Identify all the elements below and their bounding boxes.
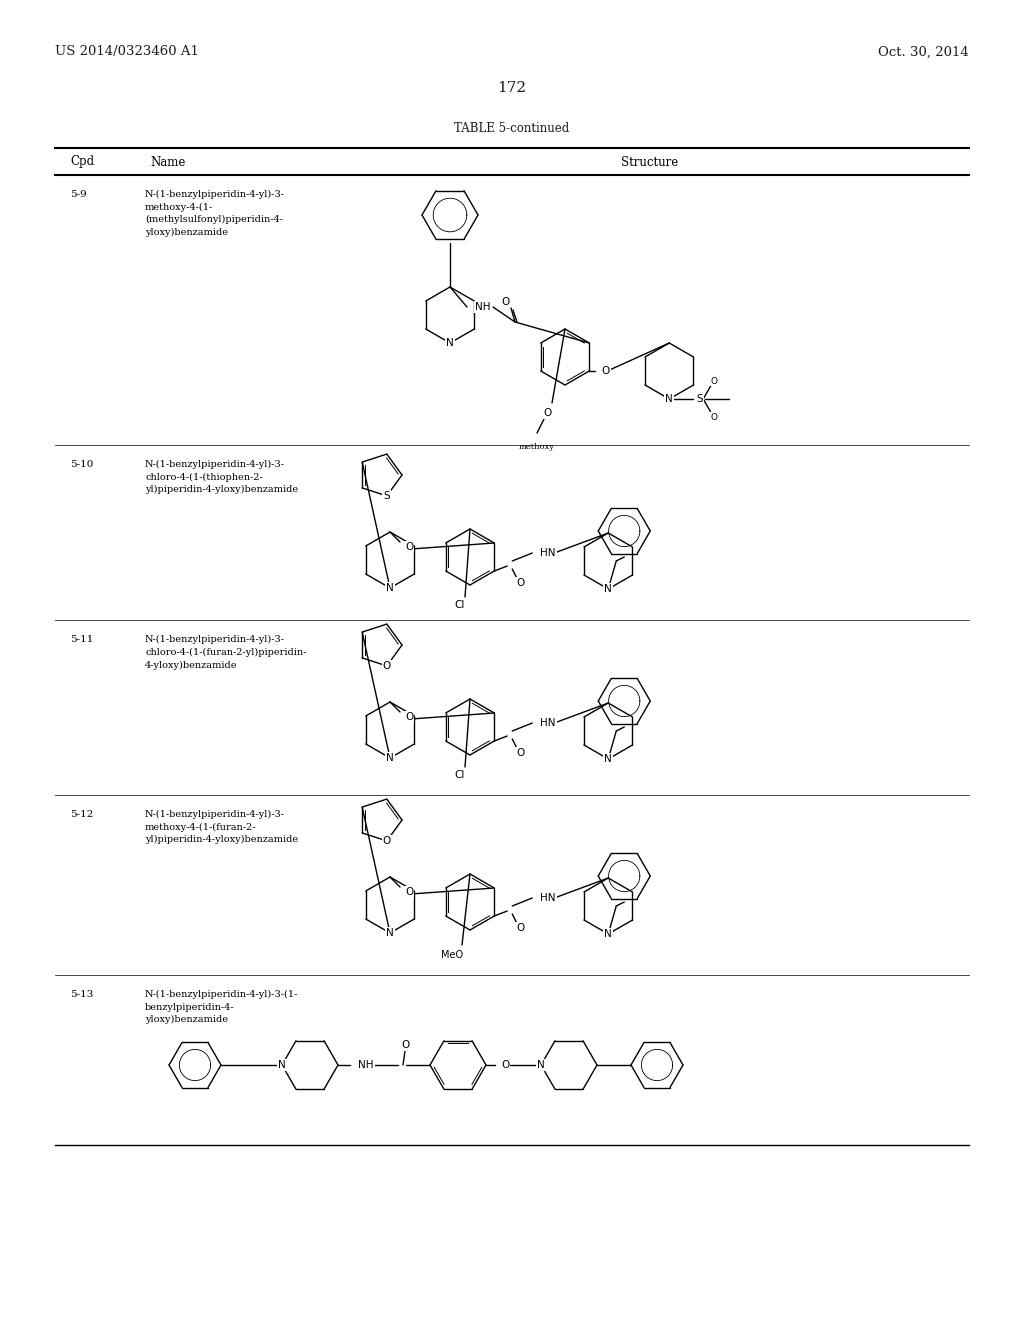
Text: O: O: [383, 661, 391, 671]
Text: O: O: [711, 376, 718, 385]
Text: N: N: [386, 752, 394, 763]
Text: N: N: [604, 583, 612, 594]
Text: N: N: [446, 338, 454, 348]
Text: N: N: [386, 928, 394, 939]
Text: O: O: [406, 543, 414, 552]
Text: TABLE 5-continued: TABLE 5-continued: [455, 121, 569, 135]
Text: O: O: [711, 412, 718, 421]
Text: O: O: [400, 1040, 410, 1049]
Text: O: O: [543, 408, 551, 418]
Text: NH: NH: [358, 1060, 374, 1071]
Text: US 2014/0323460 A1: US 2014/0323460 A1: [55, 45, 199, 58]
Text: O: O: [501, 297, 509, 308]
Text: O: O: [516, 748, 524, 758]
Text: S: S: [696, 393, 702, 404]
Text: O: O: [406, 711, 414, 722]
Text: 172: 172: [498, 81, 526, 95]
Text: N: N: [666, 393, 673, 404]
Text: N: N: [604, 754, 612, 764]
Text: Cpd: Cpd: [70, 156, 94, 169]
Text: O: O: [601, 366, 609, 376]
Text: N: N: [538, 1060, 545, 1071]
Text: 5-10: 5-10: [70, 459, 93, 469]
Text: HN: HN: [541, 548, 556, 558]
Text: 5-11: 5-11: [70, 635, 93, 644]
Text: N-(1-benzylpiperidin-4-yl)-3-
chloro-4-(1-(thiophen-2-
yl)piperidin-4-yloxy)benz: N-(1-benzylpiperidin-4-yl)-3- chloro-4-(…: [145, 459, 298, 495]
Text: HN: HN: [541, 894, 556, 903]
Text: NH: NH: [475, 302, 490, 312]
Text: Cl: Cl: [455, 601, 465, 610]
Text: methoxy: methoxy: [519, 444, 555, 451]
Text: N-(1-benzylpiperidin-4-yl)-3-
chloro-4-(1-(furan-2-yl)piperidin-
4-yloxy)benzami: N-(1-benzylpiperidin-4-yl)-3- chloro-4-(…: [145, 635, 306, 669]
Text: N-(1-benzylpiperidin-4-yl)-3-
methoxy-4-(1-(furan-2-
yl)piperidin-4-yloxy)benzam: N-(1-benzylpiperidin-4-yl)-3- methoxy-4-…: [145, 810, 298, 845]
Text: O: O: [406, 887, 414, 898]
Text: S: S: [383, 491, 390, 500]
Text: N: N: [386, 583, 394, 593]
Text: 5-12: 5-12: [70, 810, 93, 818]
Text: Cl: Cl: [455, 770, 465, 780]
Text: Name: Name: [150, 156, 185, 169]
Text: O: O: [516, 923, 524, 933]
Text: N-(1-benzylpiperidin-4-yl)-3-
methoxy-4-(1-
(methylsulfonyl)piperidin-4-
yloxy)b: N-(1-benzylpiperidin-4-yl)-3- methoxy-4-…: [145, 190, 285, 238]
Text: N: N: [604, 929, 612, 939]
Text: O: O: [383, 836, 391, 846]
Text: N: N: [279, 1060, 286, 1071]
Text: O: O: [501, 1060, 509, 1071]
Text: 5-9: 5-9: [70, 190, 87, 199]
Text: O: O: [516, 578, 524, 587]
Text: Structure: Structure: [622, 156, 679, 169]
Text: MeO: MeO: [441, 950, 463, 960]
Text: HN: HN: [541, 718, 556, 729]
Text: Oct. 30, 2014: Oct. 30, 2014: [879, 45, 969, 58]
Text: N-(1-benzylpiperidin-4-yl)-3-(1-
benzylpiperidin-4-
yloxy)benzamide: N-(1-benzylpiperidin-4-yl)-3-(1- benzylp…: [145, 990, 298, 1024]
Text: 5-13: 5-13: [70, 990, 93, 999]
